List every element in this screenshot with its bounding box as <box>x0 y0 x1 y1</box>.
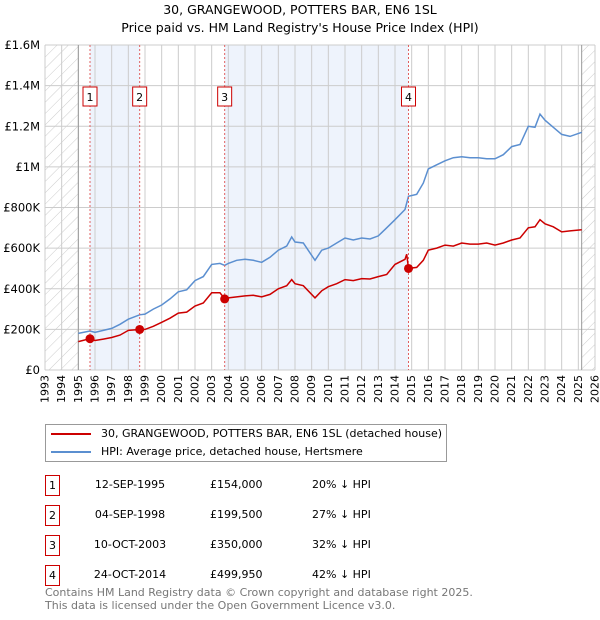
table-row: 2 04-SEP-1998 £199,500 27% ↓ HPI <box>45 505 445 526</box>
sale-number: 2 <box>45 505 60 526</box>
price-chart: 1 2 3 4 1993 1994 1995 1996 1997 1998 1999 2000 2001… <box>3 38 600 403</box>
sale-label: 4 <box>405 91 412 104</box>
x-tick-label: 2022 <box>522 375 535 403</box>
y-tick-label: £1.6M <box>4 38 40 52</box>
x-tick-label: 2013 <box>372 375 385 403</box>
sale-price: £350,000 <box>210 538 263 551</box>
x-tick-label: 2018 <box>455 375 468 403</box>
sale-hpi-diff: 42% ↓ HPI <box>312 568 371 581</box>
x-tick-label: 2011 <box>339 375 352 403</box>
x-tick-label: 1996 <box>89 375 102 403</box>
x-tick-label: 1997 <box>105 375 118 403</box>
y-tick-label: £1.4M <box>4 79 40 93</box>
x-tick-label: 1998 <box>122 375 135 403</box>
x-tick-label: 2014 <box>389 375 402 403</box>
x-tick-label: 2015 <box>405 375 418 403</box>
sale-label-box <box>217 86 233 107</box>
x-tick-label: 2002 <box>189 375 202 403</box>
y-tick-label: £400K <box>3 282 40 296</box>
sale-point <box>404 263 413 273</box>
x-tick-label: 2009 <box>305 375 318 403</box>
x-tick-label: 2016 <box>422 375 435 403</box>
y-tick-label: £800K <box>3 201 40 215</box>
sale-number: 4 <box>45 565 60 586</box>
legend: 30, GRANGEWOOD, POTTERS BAR, EN6 1SL (de… <box>45 424 447 462</box>
sale-hpi-diff: 20% ↓ HPI <box>312 478 371 491</box>
x-tick-label: 2005 <box>239 375 252 403</box>
y-tick-label: £1M <box>15 160 40 174</box>
sale-price: £154,000 <box>210 478 263 491</box>
legend-item-hpi: HPI: Average price, detached house, Hert… <box>51 444 363 460</box>
x-tick-label: 1994 <box>55 375 68 403</box>
sale-price: £199,500 <box>210 508 263 521</box>
x-tick-label: 2007 <box>272 375 285 403</box>
sale-hpi-diff: 32% ↓ HPI <box>312 538 371 551</box>
chart-subtitle: Price paid vs. HM Land Registry's House … <box>121 20 479 35</box>
sale-date: 24-OCT-2014 <box>93 568 167 581</box>
x-tick-label: 2008 <box>289 375 302 403</box>
x-tick-label: 2001 <box>172 375 185 403</box>
legend-swatch-red <box>51 433 91 435</box>
x-tick-label: 2024 <box>555 375 568 403</box>
sale-number: 1 <box>45 475 60 496</box>
table-row: 4 24-OCT-2014 £499,950 42% ↓ HPI <box>45 565 445 586</box>
sale-price: £499,950 <box>210 568 263 581</box>
sale-date: 04-SEP-1998 <box>94 508 166 521</box>
x-tick-label: 2012 <box>355 375 368 403</box>
legend-item-property: 30, GRANGEWOOD, POTTERS BAR, EN6 1SL (de… <box>51 426 442 442</box>
sale-point <box>85 334 95 344</box>
sale-label: 1 <box>87 91 94 104</box>
x-tick-label: 2000 <box>155 375 168 403</box>
y-tick-label: £200K <box>3 322 40 336</box>
x-tick-label: 2020 <box>489 375 502 403</box>
x-tick-label: 2010 <box>322 375 335 403</box>
chart-title: 30, GRANGEWOOD, POTTERS BAR, EN6 1SL <box>163 2 437 17</box>
x-tick-label: 2003 <box>205 375 218 403</box>
x-tick-label: 2026 <box>589 375 600 403</box>
attribution: Contains HM Land Registry data © Crown c… <box>45 586 473 612</box>
x-tick-label: 1995 <box>72 375 85 403</box>
sale-point <box>135 324 145 334</box>
y-tick-label: £0 <box>25 363 40 377</box>
table-row: 1 12-SEP-1995 £154,000 20% ↓ HPI <box>45 475 445 496</box>
sale-label: 2 <box>136 91 143 104</box>
attribution-line: Contains HM Land Registry data © Crown c… <box>45 586 473 599</box>
y-tick-label: £1.2M <box>4 119 40 133</box>
x-tick-label: 2023 <box>539 375 552 403</box>
property-series-line <box>78 218 582 343</box>
x-tick-label: 2017 <box>439 375 452 403</box>
legend-label: 30, GRANGEWOOD, POTTERS BAR, EN6 1SL (de… <box>101 427 443 440</box>
sale-point <box>220 294 230 304</box>
x-tick-label: 1993 <box>39 375 52 403</box>
sale-number: 3 <box>45 535 60 556</box>
licence-line: This data is licensed under the Open Gov… <box>45 599 396 612</box>
sale-label: 3 <box>221 91 228 104</box>
sale-hpi-diff: 27% ↓ HPI <box>312 508 371 521</box>
y-tick-label: £600K <box>3 241 40 255</box>
sale-date: 12-SEP-1995 <box>94 478 166 491</box>
legend-swatch-blue <box>51 451 91 453</box>
x-tick-label: 1999 <box>139 375 152 403</box>
sale-date: 10-OCT-2003 <box>93 538 167 551</box>
x-tick-label: 2006 <box>255 375 268 403</box>
x-tick-label: 2019 <box>472 375 485 403</box>
x-tick-label: 2021 <box>505 375 518 403</box>
x-tick-label: 2004 <box>222 375 235 403</box>
x-tick-label: 2025 <box>572 375 585 403</box>
sale-label-box <box>132 86 148 107</box>
hpi-series-line <box>78 112 582 335</box>
legend-label: HPI: Average price, detached house, Hert… <box>101 445 363 458</box>
sale-label-box <box>401 86 416 107</box>
sale-label-box <box>82 86 98 107</box>
table-row: 3 10-OCT-2003 £350,000 32% ↓ HPI <box>45 535 445 556</box>
